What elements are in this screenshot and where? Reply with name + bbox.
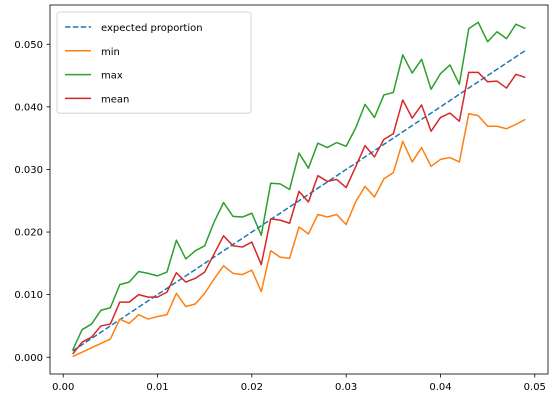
series-lines xyxy=(71,21,526,358)
legend-label: mean xyxy=(101,94,129,105)
x-tick-label: 0.05 xyxy=(524,382,546,393)
x-axis: 0.00 0.01 0.02 0.03 0.04 0.05 xyxy=(52,374,546,393)
series-line-min xyxy=(72,112,526,358)
legend-box xyxy=(56,11,252,114)
x-tick-label: 0.02 xyxy=(241,382,263,393)
x-tick-label: 0.04 xyxy=(429,382,451,393)
x-tick-label: 0.01 xyxy=(146,382,168,393)
series-line-expected-proportion xyxy=(72,49,526,352)
y-axis: 0.000 0.010 0.020 0.030 0.040 0.050 xyxy=(14,40,50,364)
y-tick-label: 0.040 xyxy=(14,102,43,113)
legend-label: min xyxy=(101,47,120,58)
plot-area xyxy=(71,21,526,358)
legend: expected proportion min max mean xyxy=(56,11,252,114)
y-tick-label: 0.010 xyxy=(14,290,43,301)
axes-frame xyxy=(49,4,549,375)
y-tick-label: 0.030 xyxy=(14,165,43,176)
legend-label: expected proportion xyxy=(101,23,203,34)
y-tick-label: 0.020 xyxy=(14,228,43,239)
x-tick-label: 0.00 xyxy=(52,382,74,393)
legend-label: max xyxy=(101,71,123,82)
x-tick-label: 0.03 xyxy=(335,382,357,393)
y-tick-label: 0.000 xyxy=(14,353,43,364)
y-tick-label: 0.050 xyxy=(14,40,43,51)
series-line-max xyxy=(71,21,526,351)
series-line-mean xyxy=(72,71,526,355)
